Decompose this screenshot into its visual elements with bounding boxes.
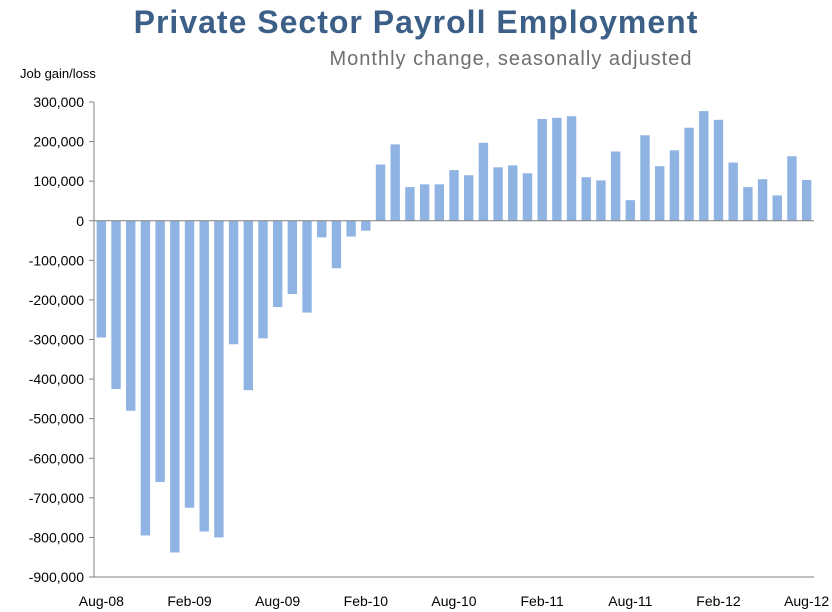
x-tick-label: Aug-12 (784, 593, 829, 609)
bar-Nov-10 (493, 167, 503, 221)
y-tick-label: -800,000 (29, 529, 84, 545)
bar-Apr-09 (214, 220, 224, 538)
bar-Aug-10 (449, 170, 459, 221)
bar-Jul-11 (610, 151, 621, 221)
bar-Jul-09 (258, 220, 268, 339)
bar-Jun-09 (243, 220, 253, 391)
y-tick-label: -900,000 (29, 569, 84, 585)
bar-Nov-11 (669, 150, 680, 221)
x-tick-label: Aug-08 (79, 593, 124, 609)
bar-Apr-11 (566, 116, 577, 221)
bar-Dec-09 (331, 220, 342, 269)
bar-Sep-08 (111, 220, 121, 389)
bar-May-09 (228, 220, 239, 345)
y-tick-label: 0 (76, 213, 84, 229)
bar-Jul-12 (787, 156, 797, 221)
x-tick-label: Aug-09 (255, 593, 300, 609)
y-tick-label: -600,000 (29, 450, 84, 466)
bar-Feb-12 (713, 119, 724, 221)
x-tick-label: Feb-10 (344, 593, 389, 609)
bar-Jan-09 (170, 220, 180, 553)
bar-Jun-11 (596, 180, 606, 221)
bar-Mar-10 (375, 164, 386, 221)
bar-Feb-10 (361, 220, 371, 231)
y-tick-label: -500,000 (29, 411, 84, 427)
bar-Feb-09 (184, 220, 195, 508)
bar-Jan-10 (346, 220, 356, 237)
y-tick-label: -100,000 (29, 252, 84, 268)
bar-Mar-12 (728, 162, 738, 221)
bar-Sep-10 (463, 175, 474, 221)
x-tick-label: Aug-11 (608, 593, 652, 609)
x-tick-label: Feb-11 (520, 593, 564, 609)
bar-Apr-10 (390, 144, 400, 221)
bar-Jan-12 (699, 111, 709, 221)
bar-May-11 (581, 177, 591, 221)
bar-Dec-11 (684, 127, 694, 221)
y-tick-label: -200,000 (29, 292, 84, 308)
bar-Aug-09 (272, 220, 283, 308)
bar-Dec-10 (508, 165, 518, 221)
bar-Sep-11 (640, 135, 650, 221)
y-tick-label: 200,000 (33, 134, 84, 150)
bar-Aug-08 (96, 220, 107, 338)
x-tick-label: Feb-12 (696, 593, 741, 609)
bar-Oct-11 (655, 166, 665, 221)
bar-Nov-09 (317, 220, 327, 238)
bar-Aug-11 (625, 200, 636, 221)
bar-Nov-08 (140, 220, 151, 536)
bar-Oct-10 (478, 142, 489, 221)
y-tick-label: -400,000 (29, 371, 84, 387)
bar-Jul-10 (434, 184, 444, 221)
y-tick-label: -300,000 (29, 332, 84, 348)
bar-Jun-12 (772, 195, 782, 221)
y-tick-label: -700,000 (29, 490, 84, 506)
bar-Dec-08 (155, 220, 165, 482)
x-tick-label: Feb-09 (167, 593, 212, 609)
chart-title: Private Sector Payroll Employment (133, 4, 699, 40)
bar-Oct-09 (302, 220, 312, 313)
bar-Jan-11 (522, 173, 533, 221)
bar-Mar-11 (552, 117, 562, 221)
bar-Jun-10 (419, 184, 430, 221)
bar-May-12 (757, 179, 768, 221)
bar-Apr-12 (743, 187, 753, 221)
y-tick-label: 300,000 (33, 94, 84, 110)
bar-Feb-11 (537, 119, 547, 221)
y-tick-label: 100,000 (33, 173, 84, 189)
chart-subtitle: Monthly change, seasonally adjusted (329, 48, 693, 70)
y-axis-label: Job gain/loss (20, 66, 96, 81)
bar-May-10 (405, 187, 415, 221)
bar-Oct-08 (126, 220, 136, 411)
bar-Aug-12 (801, 179, 812, 221)
bar-Mar-09 (199, 220, 209, 532)
bar-Sep-09 (287, 220, 298, 294)
x-tick-label: Aug-10 (431, 593, 476, 609)
